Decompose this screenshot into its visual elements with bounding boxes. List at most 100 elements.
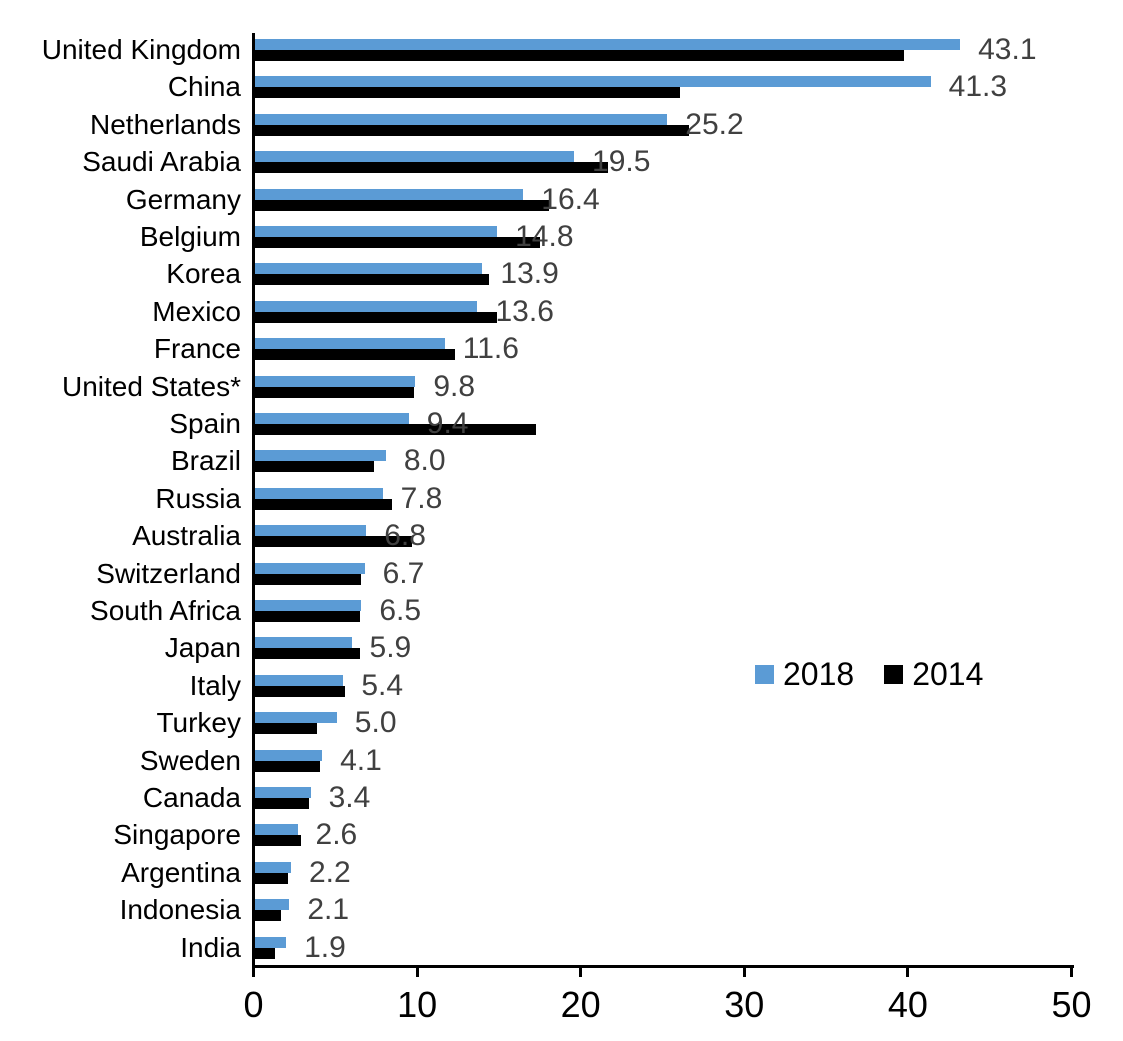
x-axis-tick-label: 0 bbox=[243, 984, 264, 1025]
data-label: 5.4 bbox=[361, 668, 404, 702]
data-label: 13.9 bbox=[500, 257, 559, 291]
bar-2018 bbox=[255, 712, 337, 724]
bar-2014 bbox=[255, 648, 360, 660]
bar-2014 bbox=[255, 498, 393, 510]
bar-2014 bbox=[255, 386, 414, 398]
y-axis-line bbox=[252, 33, 255, 968]
legend-label-2018: 2018 bbox=[783, 656, 855, 692]
x-axis-tick-mark bbox=[1070, 968, 1073, 977]
category-label: Netherlands bbox=[90, 108, 241, 140]
category-label: Switzerland bbox=[96, 557, 241, 589]
bar-2018 bbox=[255, 787, 311, 798]
bar-2018 bbox=[255, 861, 291, 873]
category-label: Mexico bbox=[152, 295, 241, 327]
category-label: Germany bbox=[125, 183, 241, 215]
category-label: United Kingdom bbox=[41, 34, 241, 65]
category-label: Belgium bbox=[139, 221, 241, 252]
data-label: 3.4 bbox=[328, 781, 371, 814]
category-label: India bbox=[180, 931, 241, 963]
bar-2014 bbox=[255, 124, 689, 136]
legend-item-2018: 2018 bbox=[755, 656, 854, 693]
legend-item-2014: 2014 bbox=[884, 656, 983, 693]
category-label: Spain bbox=[169, 408, 241, 439]
data-label: 6.5 bbox=[379, 594, 422, 627]
bar-2014 bbox=[255, 798, 309, 809]
bar-2018 bbox=[255, 637, 352, 649]
category-label: Indonesia bbox=[119, 894, 241, 926]
category-label: Turkey bbox=[156, 707, 241, 739]
bar-2018 bbox=[255, 749, 323, 761]
data-label: 4.1 bbox=[340, 743, 382, 777]
bar-2014 bbox=[255, 199, 550, 211]
bar-2018 bbox=[255, 375, 416, 387]
data-label: 2.6 bbox=[315, 818, 358, 852]
category-label: United States* bbox=[62, 370, 241, 402]
legend: 2018 2014 bbox=[755, 656, 983, 693]
bar-2014 bbox=[255, 611, 360, 622]
x-axis-tick-label: 40 bbox=[887, 984, 928, 1025]
category-label: Saudi Arabia bbox=[82, 146, 241, 178]
bar-2018 bbox=[255, 113, 668, 125]
legend-label-2014: 2014 bbox=[912, 656, 984, 692]
bar-2018 bbox=[255, 263, 483, 275]
bar-2014 bbox=[255, 461, 375, 473]
data-label: 41.3 bbox=[948, 70, 1008, 104]
bar-2014 bbox=[255, 311, 498, 323]
category-label: China bbox=[167, 71, 241, 103]
legend-swatch-2018 bbox=[755, 665, 774, 684]
x-axis-tick-mark bbox=[742, 968, 746, 977]
bar-2014 bbox=[255, 723, 318, 735]
bar-2018 bbox=[255, 300, 478, 312]
category-label: Japan bbox=[164, 632, 241, 664]
data-label: 16.4 bbox=[541, 182, 600, 216]
data-label: 9.8 bbox=[433, 369, 476, 403]
category-label: South Africa bbox=[90, 595, 241, 626]
bar-2018 bbox=[255, 487, 383, 499]
x-axis-tick-label: 20 bbox=[560, 984, 601, 1025]
bar-2014 bbox=[255, 685, 345, 697]
bar-2018 bbox=[255, 76, 931, 88]
data-label: 1.9 bbox=[304, 930, 346, 964]
data-label: 5.9 bbox=[369, 631, 412, 665]
bar-2018 bbox=[255, 226, 498, 237]
category-label: Russia bbox=[155, 482, 241, 514]
bar-2018 bbox=[255, 151, 575, 163]
bar-2014 bbox=[255, 349, 455, 361]
category-label: Brazil bbox=[170, 445, 241, 477]
bar-2014 bbox=[255, 424, 537, 435]
data-label: 5.0 bbox=[354, 706, 397, 740]
category-label: France bbox=[153, 333, 241, 365]
bar-2014 bbox=[255, 274, 489, 286]
bar-2014 bbox=[255, 536, 413, 548]
bar-2014 bbox=[255, 573, 362, 585]
data-label: 9.4 bbox=[426, 407, 469, 440]
bar-2018 bbox=[255, 450, 386, 462]
data-label: 43.1 bbox=[978, 33, 1037, 66]
data-label: 2.2 bbox=[308, 855, 351, 889]
bar-2018 bbox=[255, 674, 344, 686]
data-label: 25.2 bbox=[685, 107, 744, 141]
bar-2014 bbox=[255, 162, 609, 174]
bar-2014 bbox=[255, 87, 681, 99]
bar-2014 bbox=[255, 237, 540, 248]
data-label: 6.7 bbox=[382, 556, 425, 590]
category-label: Sweden bbox=[139, 744, 241, 776]
data-label: 6.8 bbox=[384, 519, 426, 553]
bar-2018 bbox=[255, 39, 961, 50]
data-label: 2.1 bbox=[307, 893, 350, 927]
x-axis-line bbox=[252, 965, 1074, 968]
bar-2018 bbox=[255, 824, 298, 836]
data-label: 13.6 bbox=[495, 294, 554, 328]
data-label: 19.5 bbox=[592, 145, 651, 179]
x-axis-tick-label: 10 bbox=[397, 984, 438, 1025]
bar-2018 bbox=[255, 899, 290, 911]
category-label: Argentina bbox=[121, 856, 241, 888]
bar-2018 bbox=[255, 562, 365, 574]
category-label: Singapore bbox=[113, 819, 241, 851]
category-label: Korea bbox=[166, 258, 241, 290]
x-axis-tick-label: 30 bbox=[724, 984, 765, 1025]
bar-2018 bbox=[255, 188, 524, 200]
x-axis-tick-mark bbox=[415, 968, 419, 977]
bar-2018 bbox=[255, 936, 287, 948]
